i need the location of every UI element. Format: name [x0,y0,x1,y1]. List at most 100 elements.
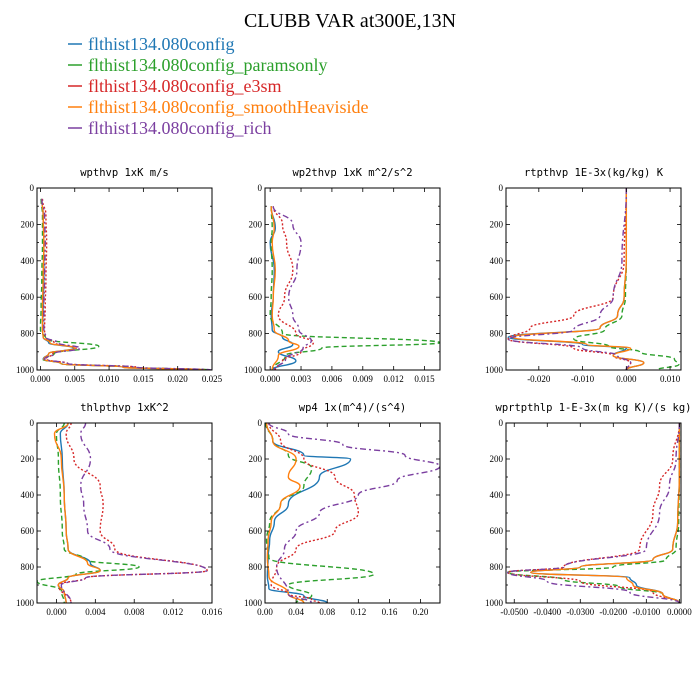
x-tick-label: 0.016 [202,607,223,617]
series-line [272,206,315,370]
panels: wpthvp 1xK m/s 0 200 400 600 800 1000 0.000 0.00… [16,167,692,617]
series-line [507,188,632,370]
legend-item: flthist134.080config_rich [68,118,271,138]
x-tick-label: 0.010 [99,374,120,384]
series-line [506,423,681,603]
y-tick-label: 800 [490,562,504,572]
series-line [507,188,632,370]
plot-frame [36,422,213,604]
panel-title: thlpthvp 1xK^2 [80,402,169,414]
y-tick-label: 0 [30,183,35,193]
y-tick-label: 400 [490,256,504,266]
panel-title: wpthvp 1xK m/s [80,167,169,179]
y-tick-label: 400 [21,256,35,266]
x-tick-label: 0.015 [414,374,435,384]
x-tick-label: -0.0300 [566,607,594,617]
series-group [506,423,681,603]
series-line [41,198,212,370]
legend-item: flthist134.080config_paramsonly [68,55,327,75]
legend-label: flthist134.080config_smoothHeaviside [88,97,368,117]
x-tick-label: 0.012 [163,607,183,617]
x-tick-label: 0.0000 [667,607,692,617]
y-tick-label: 800 [490,329,504,339]
x-tick-label: 0.12 [350,607,366,617]
y-tick-label: 1000 [244,598,263,608]
panel-title: wp4 1x(m^4)/(s^4) [299,402,406,414]
y-tick-label: 600 [490,292,504,302]
panel: wprtpthlp 1-E-3x(m kg K)/(s kg) 0 200 400 60… [485,402,692,617]
y-tick-label: 600 [249,292,263,302]
x-tick-label: 0.20 [413,607,429,617]
y-tick-label: 0 [258,183,263,193]
series-line [272,206,313,370]
series-line [39,198,210,370]
y-tick-label: 200 [490,454,504,464]
x-tick-label: -0.020 [527,374,551,384]
panel-title: wp2thvp 1xK m^2/s^2 [292,167,412,179]
y-tick-label: 1000 [16,598,35,608]
y-tick-label: 1000 [485,365,504,375]
plot-frame [36,187,213,371]
legend-label: flthist134.080config_e3sm [88,76,281,96]
panel: wp2thvp 1xK m^2/s^2020040060080010000.00… [244,167,441,384]
series-line [53,423,101,603]
series-group [265,423,440,603]
y-tick-label: 0 [258,418,263,428]
x-tick-label: 0.004 [85,607,106,617]
x-tick-label: 0.020 [168,374,189,384]
series-group [39,198,212,370]
x-tick-label: 0.000 [260,374,281,384]
series-line [269,206,440,370]
figure-title: CLUBB VAR at300E,13N [244,10,456,32]
series-line [37,423,140,603]
x-tick-label: 0.000 [616,374,637,384]
y-tick-label: 600 [21,526,35,536]
y-tick-label: 0 [499,418,504,428]
series-line [41,198,206,370]
x-tick-label: -0.0500 [500,607,528,617]
y-tick-label: 0 [30,418,35,428]
series-line [506,423,681,603]
y-tick-label: 200 [490,219,504,229]
series-line [270,206,300,370]
y-tick-label: 0 [499,183,504,193]
x-tick-label: 0.025 [202,374,223,384]
legend-item: flthist134.080config_e3sm [68,76,281,96]
legend-label: flthist134.080config_rich [88,118,271,138]
panel: thlpthvp 1xK^2 0 200 400 600 800 1000 0.000 0.00… [16,402,223,617]
y-tick-label: 200 [21,219,35,229]
legend-label: flthist134.080config [88,34,235,54]
y-tick-label: 1000 [16,365,35,375]
x-tick-label: 0.16 [382,607,398,617]
series-line [60,423,208,603]
panel-title: rtpthvp 1E-3x(kg/kg) K [524,167,664,179]
y-tick-label: 600 [21,292,35,302]
y-tick-label: 800 [21,562,35,572]
series-group [507,188,680,370]
series-line [573,188,680,370]
legend: flthist134.080configflthist134.080config… [68,34,368,138]
x-tick-label: 0.000 [46,607,67,617]
y-tick-label: 1000 [485,598,504,608]
series-line [57,423,208,603]
series-line [265,423,305,603]
x-tick-label: 0.08 [319,607,335,617]
x-tick-label: 0.009 [353,374,374,384]
y-tick-label: 200 [249,219,263,229]
x-tick-label: -0.0400 [533,607,561,617]
x-tick-label: 0.012 [384,374,404,384]
panel: rtpthvp 1E-3x(kg/kg) K 0 200 400 600 800 1000 -… [485,167,682,384]
y-tick-label: 400 [249,490,263,500]
legend-item: flthist134.080config_smoothHeaviside [68,97,368,117]
y-tick-label: 600 [490,526,504,536]
series-group [37,423,208,603]
x-tick-label: 0.04 [288,607,304,617]
y-tick-label: 400 [249,256,263,266]
x-tick-label: -0.0100 [632,607,660,617]
x-tick-label: -0.0200 [599,607,627,617]
y-tick-label: 200 [249,454,263,464]
panel-title: wprtpthlp 1-E-3x(m kg K)/(s kg) [496,402,692,414]
y-tick-label: 200 [21,454,35,464]
y-tick-label: 600 [249,526,263,536]
